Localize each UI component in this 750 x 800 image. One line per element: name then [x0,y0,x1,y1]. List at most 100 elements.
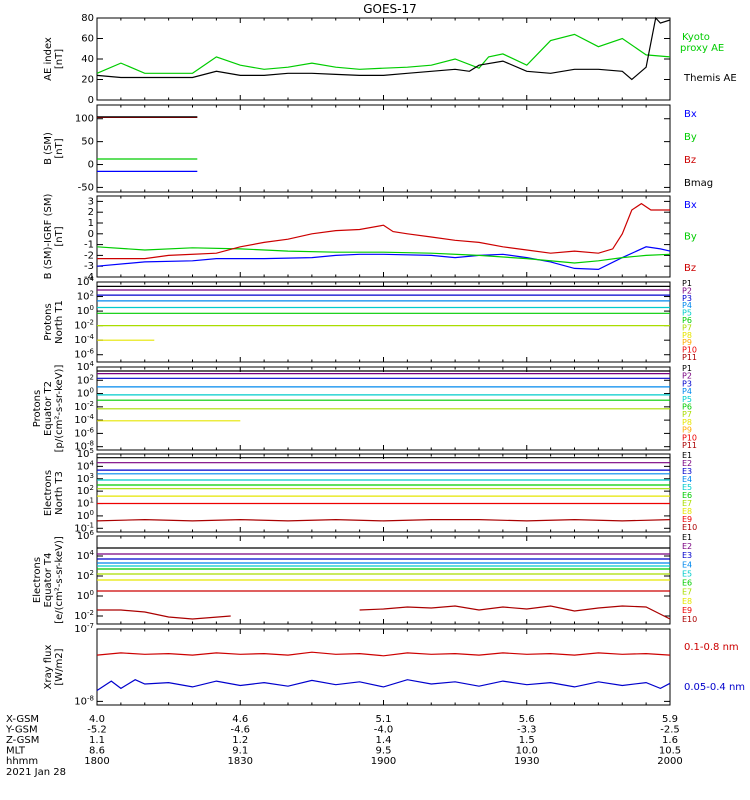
panel-frame [96,628,671,706]
legend-entry: E1 [682,451,692,460]
y-tick-label: 10-2 [74,609,94,622]
y-axis-label: B (SM)-IGRF (SM) [43,194,54,280]
y-axis-label: Electrons [43,470,54,516]
legend-entry: E2 [682,459,692,468]
legend-entry: 0.1-0.8 nm [684,642,739,653]
y-tick-label: 103 [77,472,94,485]
y-tick-label: 10-2 [74,400,94,413]
legend-entry: P7 [682,410,692,419]
y-axis-label: Equator T2 [43,381,54,436]
legend-entry: E6 [682,579,692,588]
footer-value: 10.0 [516,746,538,757]
legend-entry: P6 [682,403,692,412]
footer-value: 5.1 [376,714,392,725]
y-tick-label: 10-6 [74,348,94,361]
y-tick-label: -2 [84,250,94,261]
y-axis-label: North T1 [54,300,65,344]
series-line-bmag [97,116,670,117]
footer-value: 9.1 [232,746,248,757]
y-tick-label: 100 [77,387,94,400]
y-axis-label: [nT] [54,49,65,69]
y-tick-label: 104 [77,275,95,288]
legend-entry: Bx [684,109,697,120]
y-tick-label: 10-6 [74,426,94,439]
y-tick-label: 102 [77,569,94,582]
footer-value: -3.3 [517,725,537,736]
y-tick-label: 0 [88,95,94,106]
y-tick-label: 60 [81,34,94,45]
legend-entry: P2 [682,372,692,381]
y-tick-label: 104 [77,360,95,373]
footer-value: 5.6 [519,714,535,725]
plot-title: GOES-17 [363,2,417,16]
footer-value: -5.2 [87,725,107,736]
legend-entry: Bz [684,263,696,274]
y-tick-label: 104 [77,549,95,562]
footer-value: -4.0 [374,725,394,736]
legend-entry: P5 [682,395,692,404]
footer-value: 2000 [657,756,682,767]
footer-value: 1.1 [89,735,105,746]
y-tick-label: 10-2 [74,319,94,332]
footer-value: -4.6 [230,725,250,736]
footer-row-label: Z-GSM [6,735,39,746]
legend-entry: E6 [682,491,692,500]
y-tick-label: 102 [77,484,94,497]
series-line-bz [97,202,670,260]
footer-value: 4.0 [89,714,105,725]
panel-frame [96,104,671,193]
legend-entry: P11 [682,353,697,362]
legend-entry: E1 [682,533,692,542]
footer-row-label: hhmm [6,756,38,767]
series-line-e10 [96,518,671,522]
footer-value: 1.2 [232,735,248,746]
legend-entry: P2 [682,286,692,295]
legend-entry: E5 [682,483,692,492]
y-tick-label: 1 [88,218,94,229]
legend-entry: 0.05-0.4 nm [684,682,745,693]
legend-entry: E5 [682,569,692,578]
y-tick-label: 2 [88,207,94,218]
legend-entry: E3 [682,551,692,560]
series-line-bx [96,246,671,271]
footer-value: 8.6 [89,746,105,757]
legend-entry: P5 [682,309,692,318]
y-tick-label: 20 [81,75,94,86]
y-tick-label: 50 [81,137,94,148]
y-axis-label: Electrons [32,557,43,603]
legend-entry: proxy AE [680,43,724,54]
y-tick-label: 80 [81,13,94,24]
footer-value: 1.5 [519,735,535,746]
legend-entry: E8 [682,507,692,516]
legend-entry: E9 [682,515,692,524]
y-axis-label: AE index [43,37,54,81]
y-tick-label: 0 [88,229,94,240]
y-tick-label: 10-4 [74,413,94,426]
y-tick-label: 100 [75,114,94,125]
legend-entry: Kyoto [682,32,710,43]
series-line-kyoto [96,33,671,74]
series-line-by [96,246,671,264]
footer-date: 2021 Jan 28 [6,767,66,778]
y-axis-label: North T3 [54,471,65,515]
legend-entry: P3 [682,379,692,388]
series-line-e10 [97,605,671,620]
y-tick-label: 10-4 [74,333,94,346]
y-tick-label: 100 [77,589,94,602]
panel-legend: Bx By Bz [684,200,697,274]
legend-entry: E8 [682,597,692,606]
footer-value: 1.6 [662,735,678,746]
series-line-0-1-0-8-nm [96,651,671,657]
y-tick-label: 3 [88,196,94,207]
series-line-themis-ae [96,16,671,81]
footer-value: 10.5 [659,746,681,757]
y-axis-label: Equator T4 [43,553,54,608]
legend-entry: By [684,232,697,243]
y-tick-label: 101 [77,497,94,510]
panel-b_sm: 100 50 0 -50 B (SM) [nT] Bx By Bz Bmag [43,104,713,193]
